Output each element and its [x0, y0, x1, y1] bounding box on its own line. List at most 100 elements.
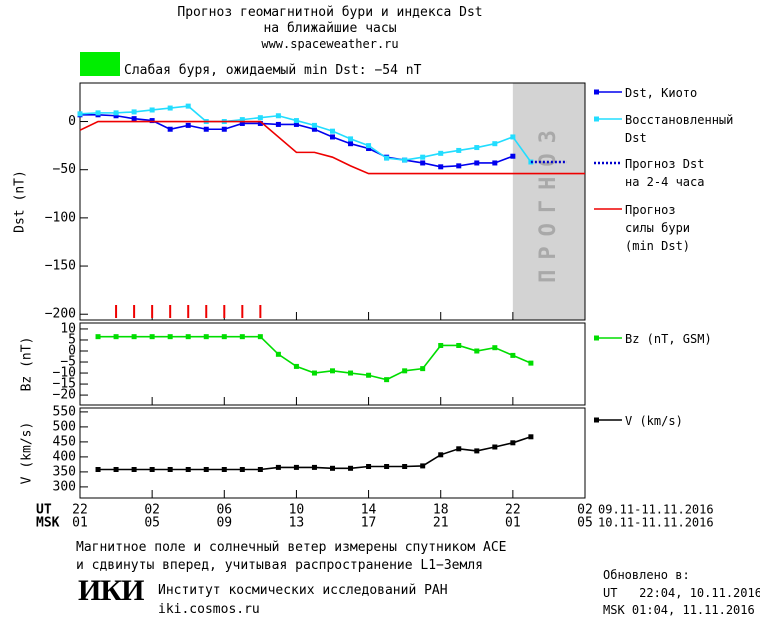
y-axis-title: V (km/s) [20, 422, 35, 485]
point [402, 464, 407, 469]
point [348, 371, 353, 376]
y-tick-label: 0 [68, 114, 76, 129]
point [96, 110, 101, 115]
y-tick-label: 400 [53, 449, 76, 464]
point [474, 448, 479, 453]
y-axis-title: Dst (nT) [13, 170, 28, 233]
point [186, 467, 191, 472]
point [330, 466, 335, 471]
point [150, 107, 155, 112]
point [240, 334, 245, 339]
point [96, 467, 101, 472]
point [276, 465, 281, 470]
point [474, 145, 479, 150]
point [150, 334, 155, 339]
point [528, 434, 533, 439]
point [276, 352, 281, 357]
point [456, 343, 461, 348]
point [276, 122, 281, 127]
point [528, 361, 533, 366]
x-tick-label: 01 [72, 516, 88, 531]
institute: Институт космических исследований РАН [158, 582, 448, 599]
point [132, 109, 137, 114]
point [96, 334, 101, 339]
logo: ИКИ [78, 582, 143, 599]
point [312, 123, 317, 128]
point [150, 467, 155, 472]
point [294, 118, 299, 123]
x-row-label: MSK [36, 516, 60, 531]
legend-marker [594, 90, 599, 95]
y-tick-label: −20 [53, 388, 76, 403]
legend-label: Прогноз силы бури (min Dst) [625, 201, 690, 255]
point [330, 129, 335, 134]
point [168, 106, 173, 111]
point [312, 371, 317, 376]
point [384, 377, 389, 382]
plot-frame [80, 408, 585, 498]
updated: UT 22:04, 10.11.2016 [603, 585, 760, 602]
point [420, 366, 425, 371]
point [258, 334, 263, 339]
legend-marker [594, 117, 599, 122]
point [492, 445, 497, 450]
point [114, 467, 119, 472]
title: на ближайшие часы [263, 20, 396, 37]
point [348, 466, 353, 471]
point [348, 141, 353, 146]
point [438, 452, 443, 457]
point [420, 463, 425, 468]
x-tick-label: 13 [289, 516, 305, 531]
y-tick-label: 500 [53, 419, 76, 434]
point [204, 127, 209, 132]
series-line [80, 106, 531, 162]
point [168, 467, 173, 472]
legend-label: V (km/s) [625, 412, 683, 430]
note: и сдвинуты вперед, учитывая распростране… [76, 557, 483, 574]
point [294, 465, 299, 470]
point [240, 467, 245, 472]
point [114, 334, 119, 339]
y-tick-label: −100 [45, 210, 76, 225]
y-tick-label: −50 [53, 162, 76, 177]
x-tick-label: 17 [361, 516, 377, 531]
x-range: 09.11-11.11.2016 [598, 503, 714, 517]
point [510, 353, 515, 358]
y-tick-label: 550 [53, 404, 76, 419]
y-tick-label: 300 [53, 479, 76, 494]
point [492, 141, 497, 146]
x-tick-label: 05 [144, 516, 160, 531]
point [294, 364, 299, 369]
point [330, 134, 335, 139]
point [510, 134, 515, 139]
point [366, 464, 371, 469]
point [186, 334, 191, 339]
x-tick-label: 05 [577, 516, 593, 531]
x-range: 10.11-11.11.2016 [598, 516, 714, 530]
plot-frame [80, 323, 585, 405]
point [510, 440, 515, 445]
point [258, 467, 263, 472]
point [438, 164, 443, 169]
legend-label: Dst, Киото [625, 84, 697, 102]
point [276, 113, 281, 118]
point [438, 343, 443, 348]
point [402, 158, 407, 163]
plot-frame [80, 83, 585, 320]
url: www.spaceweather.ru [261, 36, 398, 53]
point [456, 446, 461, 451]
point [258, 115, 263, 120]
y-tick-label: −150 [45, 259, 76, 274]
point [204, 467, 209, 472]
point [186, 104, 191, 109]
point [492, 345, 497, 350]
site: iki.cosmos.ru [158, 601, 260, 618]
point [438, 151, 443, 156]
legend-marker [594, 418, 599, 423]
series-line [98, 437, 531, 470]
point [456, 163, 461, 168]
point [474, 160, 479, 165]
point [474, 348, 479, 353]
legend-label: Восстановленный Dst [625, 111, 733, 147]
